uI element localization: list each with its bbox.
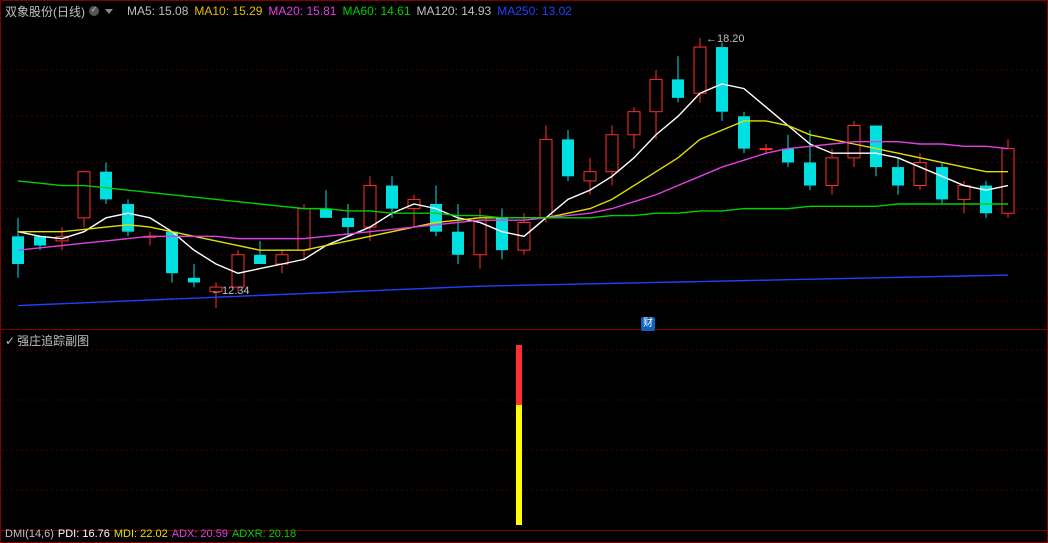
ma-label-ma5: MA5: 15.08 bbox=[127, 4, 188, 18]
expand-icon[interactable]: ✓ bbox=[89, 6, 99, 16]
bottom-item: DMI(14,6) bbox=[5, 528, 54, 540]
bottom-item: ADX: 20.59 bbox=[172, 528, 228, 540]
ma-label-ma10: MA10: 15.29 bbox=[194, 4, 262, 18]
bottom-item: ADXR: 20.18 bbox=[232, 528, 296, 540]
high-price-label: ←18.20 bbox=[706, 33, 745, 45]
cai-badge-icon: 财 bbox=[641, 317, 655, 331]
chart-header: 双象股份(日线) ✓ MA5: 15.08 MA10: 15.29 MA20: 15… bbox=[5, 3, 572, 19]
sub-chart-svg bbox=[1, 330, 1047, 530]
bottom-indicator-bar: DMI(14,6) PDI: 16.76 MDI: 22.02 ADX: 20.59 A… bbox=[5, 528, 296, 540]
ma-label-ma60: MA60: 14.61 bbox=[342, 4, 410, 18]
bottom-item: PDI: 16.76 bbox=[58, 528, 110, 540]
main-chart-svg bbox=[1, 19, 1047, 329]
ma-label-ma250: MA250: 13.02 bbox=[497, 4, 572, 18]
bottom-item: MDI: 22.02 bbox=[114, 528, 168, 540]
main-candlestick-plot[interactable]: ←18.20 ←12.34 财 bbox=[1, 19, 1047, 330]
chevron-down-icon[interactable] bbox=[105, 9, 113, 14]
stock-title: 双象股份(日线) bbox=[5, 3, 85, 20]
sub-plot-header: ✓ 强庄追踪副图 bbox=[5, 332, 89, 349]
stock-chart-window: 双象股份(日线) ✓ MA5: 15.08 MA10: 15.29 MA20: 15… bbox=[0, 0, 1048, 543]
ma-label-ma120: MA120: 14.93 bbox=[417, 4, 492, 18]
expand-icon[interactable]: ✓ bbox=[5, 334, 15, 348]
sub-indicator-plot[interactable]: ✓ 强庄追踪副图 bbox=[1, 330, 1047, 531]
low-price-label: ←12.34 bbox=[211, 285, 250, 297]
ma-legend: MA5: 15.08 MA10: 15.29 MA20: 15.81 MA60: 14… bbox=[121, 4, 572, 18]
ma-label-ma20: MA20: 15.81 bbox=[268, 4, 336, 18]
sub-plot-title: 强庄追踪副图 bbox=[17, 332, 89, 349]
